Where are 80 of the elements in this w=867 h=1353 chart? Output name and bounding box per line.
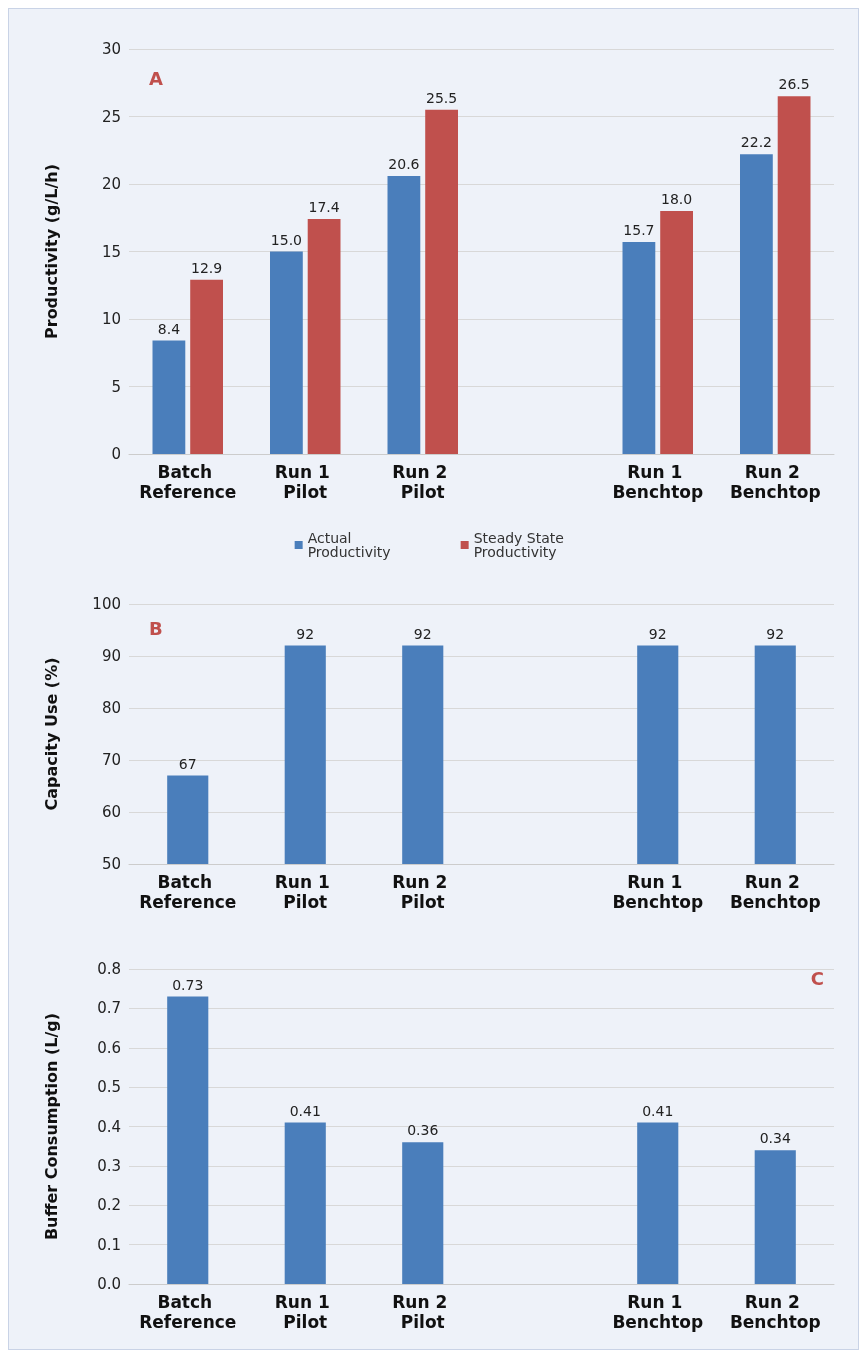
x-tick-label: Run 1 Benchtop: [612, 872, 704, 912]
y-tick-label: 25: [101, 107, 121, 126]
data-label: 92: [296, 625, 315, 642]
data-label: 92: [413, 625, 432, 642]
bar: [270, 251, 303, 454]
y-tick-label: 0.2: [97, 1196, 121, 1215]
x-tick-label: Run 2 Pilot: [392, 462, 454, 502]
y-axis-title: Buffer Consumption (L/g): [41, 1012, 61, 1241]
y-tick-label: 0.3: [97, 1156, 121, 1175]
x-tick-label: Run 1 Benchtop: [612, 1292, 704, 1332]
x-tick-label: Run 2 Benchtop: [729, 1292, 821, 1332]
data-label: 25.5: [426, 89, 458, 106]
x-tick-label: Run 2 Benchtop: [729, 462, 821, 502]
bar: [284, 1122, 326, 1284]
bar: [622, 242, 656, 454]
y-tick-label: 0.1: [97, 1235, 121, 1254]
bar: [152, 340, 186, 454]
bar: [402, 1142, 444, 1284]
bar: [167, 996, 209, 1284]
bar: [637, 1122, 679, 1284]
annotation: B: [149, 617, 163, 639]
y-axis-title: Capacity Use (%): [41, 657, 61, 811]
x-tick-label: Run 2 Benchtop: [729, 872, 821, 912]
y-tick-label: 0.8: [97, 960, 121, 978]
y-tick-label: 80: [101, 699, 121, 717]
x-tick-label: Batch Reference: [139, 872, 237, 912]
data-label: 18.0: [661, 191, 693, 207]
x-tick-label: Run 2 Pilot: [392, 872, 454, 912]
x-tick-label: Run 1 Pilot: [274, 872, 336, 912]
data-label: 67: [178, 755, 197, 772]
y-tick-label: 30: [101, 40, 121, 58]
data-label: 12.9: [191, 259, 223, 276]
bar: [777, 96, 811, 454]
legend-label: Actual Productivity: [307, 530, 391, 560]
data-label: 0.36: [407, 1122, 439, 1139]
bar: [307, 219, 341, 454]
y-tick-label: 10: [101, 310, 121, 328]
data-label: 17.4: [308, 199, 340, 216]
bar: [387, 175, 421, 454]
y-tick-label: 90: [101, 647, 121, 665]
bar: [754, 1150, 796, 1284]
legend-label: Steady State Productivity: [473, 530, 569, 560]
y-tick-label: 0: [111, 445, 121, 463]
data-label: 22.2: [740, 134, 772, 151]
x-tick-label: Run 1 Pilot: [274, 462, 336, 502]
bar: [190, 279, 223, 454]
data-label: 0.73: [172, 976, 204, 993]
data-label: 26.5: [778, 76, 810, 93]
y-tick-label: 50: [101, 855, 121, 873]
y-tick-label: 100: [92, 595, 121, 613]
y-tick-label: 15: [101, 242, 121, 261]
x-tick-label: Run 1 Pilot: [274, 1292, 336, 1332]
y-tick-label: 0.4: [97, 1117, 121, 1136]
data-label: 92: [766, 625, 785, 642]
y-tick-label: 0.6: [97, 1038, 121, 1057]
data-label: 15.0: [270, 231, 302, 248]
bar: [425, 109, 458, 454]
data-label: 0.41: [289, 1102, 321, 1119]
x-tick-label: Batch Reference: [139, 462, 237, 502]
y-tick-label: 20: [101, 175, 121, 193]
data-label: 15.7: [623, 222, 655, 239]
data-label: 8.4: [157, 320, 181, 337]
data-label: 0.41: [642, 1102, 674, 1119]
bar: [660, 211, 693, 454]
data-label: 92: [648, 625, 667, 642]
y-tick-label: 0.0: [97, 1275, 121, 1293]
y-axis-title: Productivity (g/L/h): [41, 164, 61, 339]
data-label: 0.34: [759, 1130, 791, 1147]
x-tick-label: Run 2 Pilot: [392, 1292, 454, 1332]
bar: [740, 154, 773, 454]
y-tick-label: 0.7: [97, 999, 121, 1018]
y-tick-label: 5: [111, 377, 121, 396]
annotation: C: [810, 967, 825, 989]
annotation: A: [149, 67, 163, 89]
x-tick-label: Run 1 Benchtop: [612, 462, 704, 502]
y-tick-label: 60: [101, 803, 121, 821]
data-label: 20.6: [388, 155, 420, 172]
x-tick-label: Batch Reference: [139, 1292, 237, 1332]
y-tick-label: 70: [101, 751, 121, 769]
y-tick-label: 0.5: [97, 1078, 121, 1097]
